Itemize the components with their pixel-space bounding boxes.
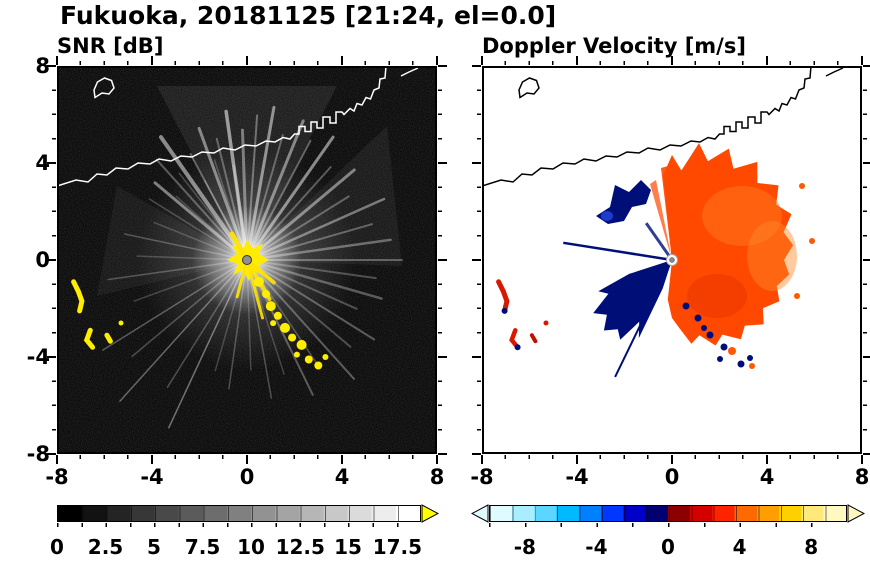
colorbar-tick-label: -4 (585, 535, 608, 559)
doppler-negative-regions (563, 180, 753, 378)
colorbar-tick-label: 0 (661, 535, 675, 559)
radar-site-marker (666, 254, 678, 266)
x-tick-label: 8 (429, 465, 445, 489)
negative-specks (682, 302, 753, 368)
radar-site-marker (242, 255, 252, 265)
colorbar-tick-label: 7.5 (184, 535, 221, 559)
snr-x-ticks-top (56, 56, 438, 65)
doppler-colorbar-underflow-arrow-icon (471, 504, 489, 523)
y-tick-label: 8 (35, 54, 50, 78)
colorbar-tick-label: 0 (50, 535, 64, 559)
figure-title: Fukuoka, 20181125 [21:24, el=0.0] (60, 1, 557, 30)
colorbar-tick-label: 12.5 (275, 535, 325, 559)
doppler-panel-title: Doppler Velocity [m/s] (482, 34, 746, 58)
doppler-arc-echoes (496, 279, 549, 351)
colorbar-tick-label: 15 (334, 535, 362, 559)
doppler-colorbar-ticks (489, 523, 847, 527)
doppler-y-ticks-right (863, 65, 870, 455)
snr-frame (57, 66, 437, 454)
snr-colorbar-ticks (57, 523, 421, 527)
x-tick-label: -8 (45, 465, 69, 489)
snr-panel-title: SNR [dB] (57, 34, 164, 58)
colorbar-tick-label: 5 (147, 535, 161, 559)
doppler-x-ticks-bottom (481, 455, 863, 464)
x-tick-label: 0 (239, 465, 255, 489)
x-tick-label: 4 (334, 465, 350, 489)
doppler-colorbar (489, 505, 847, 522)
colorbar-tick-label: 8 (804, 535, 819, 559)
snr-y-ticks-left (47, 65, 56, 455)
x-tick-label: 4 (759, 465, 775, 489)
colorbar-tick-label: 4 (732, 535, 747, 559)
y-tick-label: -4 (26, 345, 50, 369)
snr-colorbar (57, 505, 421, 522)
doppler-frame (482, 66, 862, 454)
doppler-colorbar-overflow-arrow-icon (847, 504, 865, 523)
y-tick-label: 0 (35, 248, 50, 272)
colorbar-tick-label: 2.5 (87, 535, 124, 559)
coastline-path (482, 66, 844, 187)
snr-colorbar-segments (58, 506, 420, 521)
x-tick-label: 0 (664, 465, 680, 489)
snr-y-ticks-right (438, 65, 447, 455)
snr-map-image (57, 66, 437, 454)
y-tick-label: -8 (26, 442, 50, 466)
x-tick-label: 8 (854, 465, 870, 489)
snr-colorbar-overflow-arrow-icon (421, 504, 439, 523)
snr-x-ticks-bottom (56, 455, 438, 464)
y-tick-label: 4 (35, 151, 50, 175)
x-tick-label: -4 (140, 465, 164, 489)
doppler-x-ticks-top (481, 56, 863, 65)
x-tick-label: -8 (470, 465, 494, 489)
echo-chain-southeast (253, 276, 329, 370)
colorbar-tick-label: -8 (513, 535, 536, 559)
colorbar-tick-label: 17.5 (372, 535, 423, 559)
doppler-map-image (482, 66, 862, 454)
echo-arcs-southwest (71, 279, 113, 350)
doppler-y-ticks-left (472, 65, 481, 455)
doppler-positive-fan (650, 143, 815, 369)
coastline-path (57, 66, 419, 187)
doppler-colorbar-segments (490, 506, 846, 521)
x-tick-label: -4 (565, 465, 589, 489)
colorbar-tick-label: 10 (237, 535, 265, 559)
